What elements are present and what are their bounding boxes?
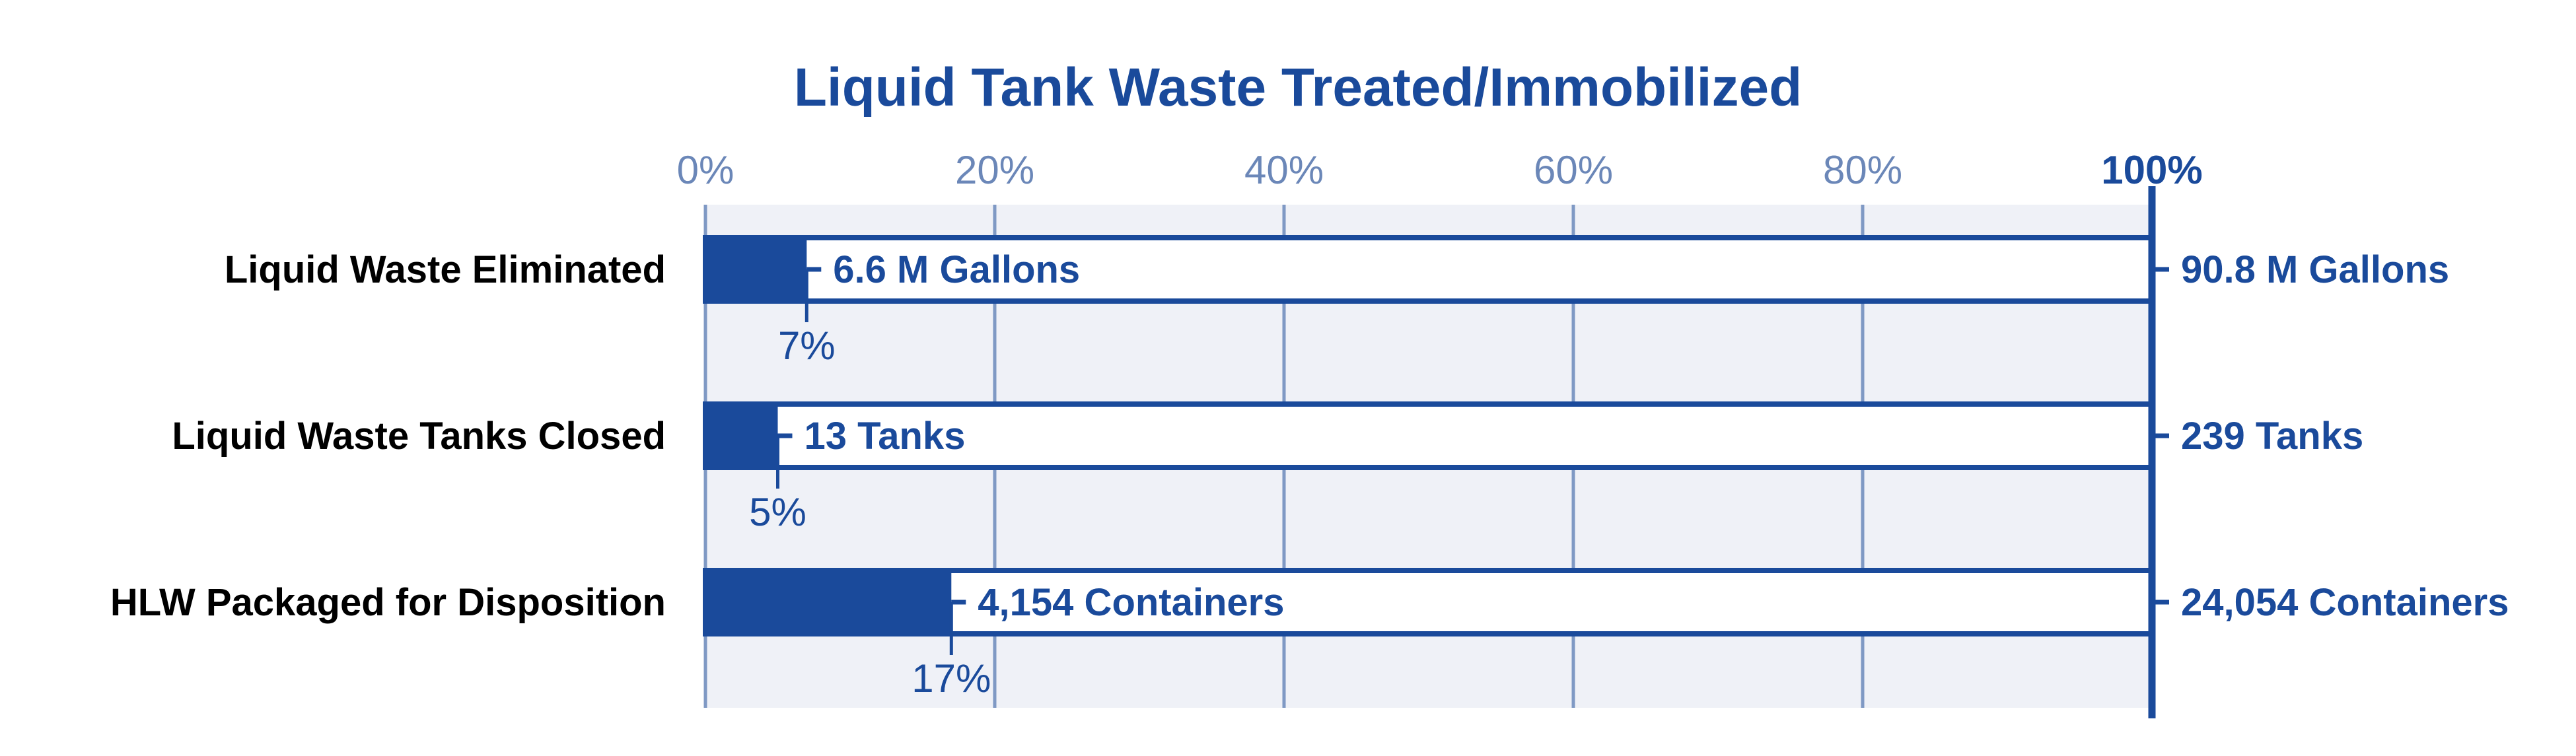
category-label: HLW Packaged for Disposition bbox=[110, 581, 666, 624]
percent-label: 5% bbox=[749, 490, 806, 534]
bar-completed bbox=[705, 570, 952, 634]
x-tick-label: 60% bbox=[1534, 148, 1613, 192]
percent-label: 17% bbox=[912, 656, 991, 701]
bar-total-outline bbox=[703, 235, 2155, 304]
completed-value-label: 6.6 M Gallons bbox=[833, 248, 1080, 291]
bar-completed bbox=[705, 238, 807, 301]
total-value-label: 24,054 Containers bbox=[2181, 581, 2509, 624]
category-label: Liquid Waste Eliminated bbox=[225, 248, 666, 291]
total-value-label: 239 Tanks bbox=[2181, 415, 2363, 458]
x-tick-label: 20% bbox=[955, 148, 1034, 192]
total-value-label: 90.8 M Gallons bbox=[2181, 248, 2449, 291]
x-tick-label: 0% bbox=[677, 148, 734, 192]
category-label: Liquid Waste Tanks Closed bbox=[172, 415, 666, 458]
completed-value-label: 13 Tanks bbox=[805, 415, 966, 458]
completed-value-label: 4,154 Containers bbox=[978, 581, 1284, 624]
x-tick-label: 40% bbox=[1244, 148, 1324, 192]
x-tick-label: 80% bbox=[1823, 148, 1902, 192]
x-axis-ticks: 0% 20% 40% 60% 80% 100% bbox=[677, 148, 2203, 192]
bar-rows: Liquid Waste Eliminated 6.6 M Gallons 7% 90… bbox=[110, 186, 2509, 718]
bar-completed bbox=[705, 404, 778, 467]
x-tick-label: 100% bbox=[2101, 148, 2202, 192]
chart-title: Liquid Tank Waste Treated/Immobilized bbox=[794, 57, 1802, 118]
percent-label: 7% bbox=[778, 324, 836, 368]
